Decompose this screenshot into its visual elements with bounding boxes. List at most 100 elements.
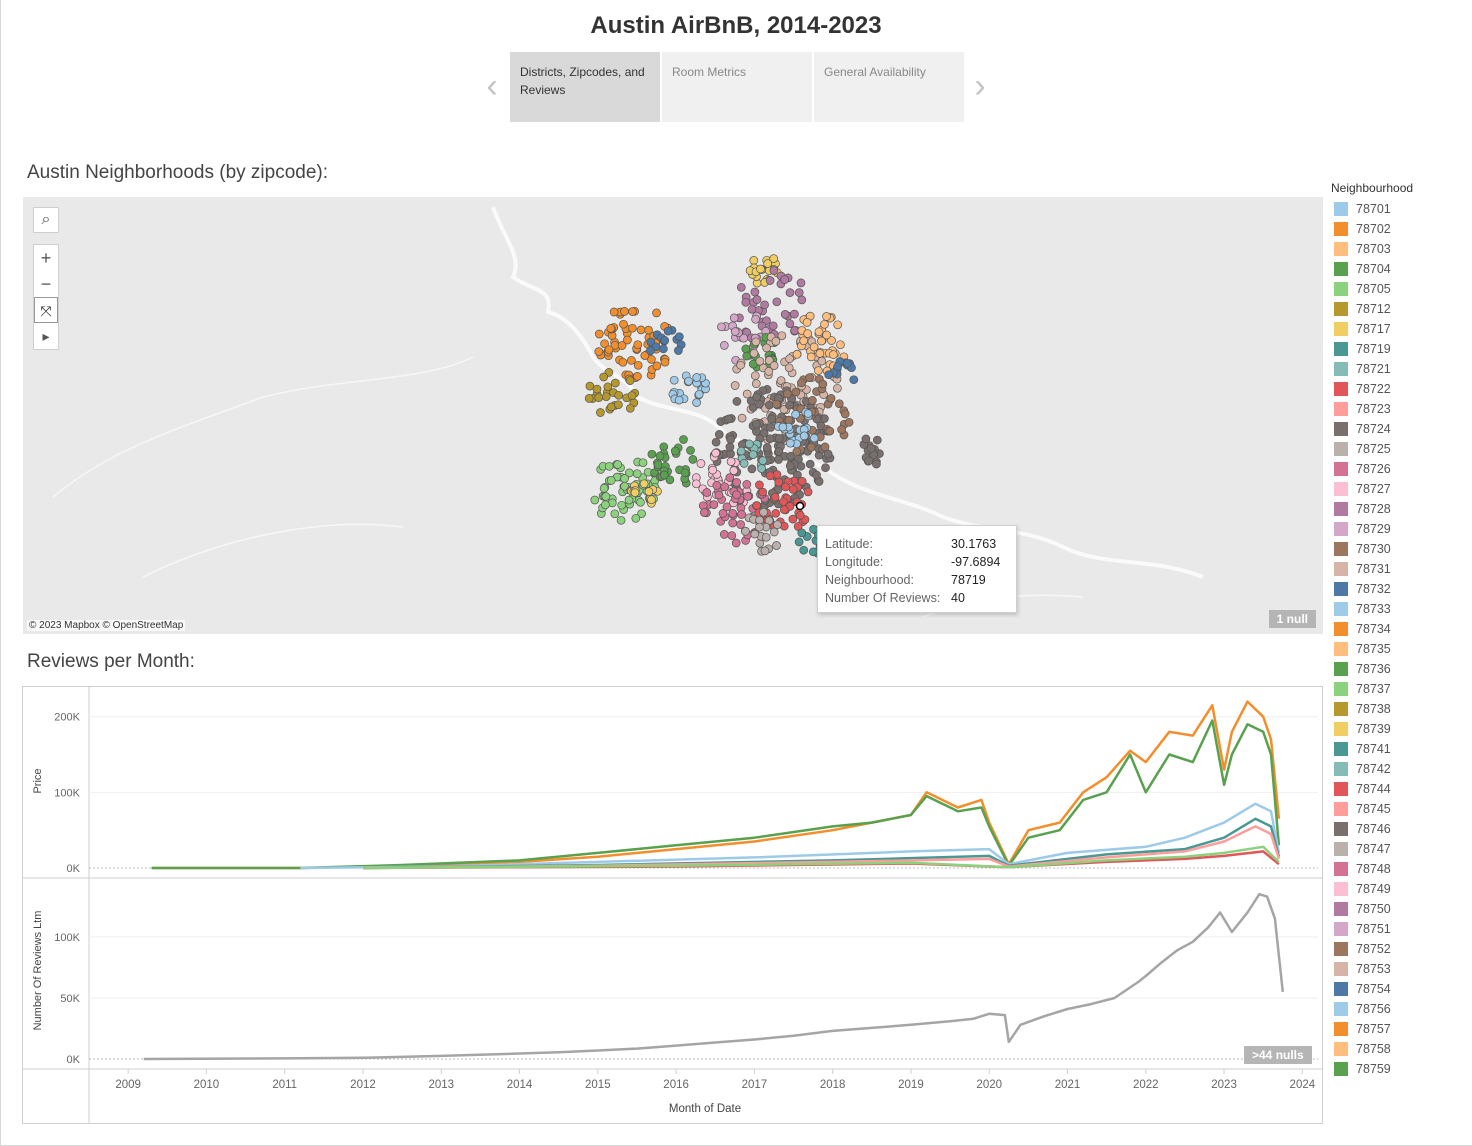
legend-item[interactable]: 78735 <box>1331 639 1461 659</box>
listing-marker[interactable] <box>751 337 761 347</box>
listing-marker[interactable] <box>737 413 747 423</box>
listing-marker[interactable] <box>625 376 635 385</box>
expand-toolbar-icon[interactable]: ▸ <box>42 328 50 344</box>
listing-marker[interactable] <box>692 398 701 407</box>
listing-marker[interactable] <box>652 361 662 371</box>
listing-marker[interactable] <box>790 326 799 335</box>
selected-listing-marker[interactable] <box>795 501 805 511</box>
listing-marker[interactable] <box>763 259 773 268</box>
listing-marker[interactable] <box>805 373 814 382</box>
legend-item[interactable]: 78750 <box>1331 899 1461 919</box>
listing-marker[interactable] <box>652 308 661 318</box>
listing-marker[interactable] <box>712 481 722 490</box>
listing-marker[interactable] <box>743 492 752 501</box>
listing-marker[interactable] <box>596 408 605 417</box>
listing-marker[interactable] <box>679 435 688 444</box>
listing-marker[interactable] <box>623 335 632 345</box>
listing-marker[interactable] <box>714 430 724 439</box>
listing-marker[interactable] <box>736 282 746 292</box>
listing-marker[interactable] <box>765 400 774 410</box>
listing-marker[interactable] <box>699 508 709 517</box>
listing-marker[interactable] <box>729 313 739 323</box>
listing-marker[interactable] <box>630 488 640 497</box>
listing-marker[interactable] <box>742 480 752 489</box>
listing-marker[interactable] <box>794 288 804 297</box>
listing-marker[interactable] <box>751 379 761 389</box>
listing-marker[interactable] <box>872 435 882 445</box>
listing-marker[interactable] <box>599 372 609 382</box>
listing-marker[interactable] <box>837 425 846 434</box>
listing-marker[interactable] <box>750 371 760 381</box>
listing-marker[interactable] <box>647 449 657 459</box>
listing-marker[interactable] <box>670 446 680 456</box>
listing-marker[interactable] <box>620 307 629 316</box>
listing-marker[interactable] <box>620 481 629 491</box>
listing-marker[interactable] <box>739 459 749 468</box>
listing-marker[interactable] <box>815 349 825 358</box>
listing-marker[interactable] <box>606 324 616 333</box>
listing-marker[interactable] <box>665 475 675 485</box>
listing-marker[interactable] <box>616 515 626 525</box>
listing-marker[interactable] <box>758 456 768 465</box>
listing-marker[interactable] <box>766 423 775 432</box>
listing-marker[interactable] <box>797 528 807 538</box>
listing-marker[interactable] <box>781 482 790 492</box>
listing-marker[interactable] <box>702 488 712 497</box>
chart-null-indicator[interactable]: >44 nulls <box>1244 1046 1312 1064</box>
map-panel[interactable]: ⌕ + − ⤧ ▸ © 2023 Mapbox © OpenStreetMap … <box>23 197 1323 634</box>
listing-marker[interactable] <box>659 470 669 480</box>
listing-marker[interactable] <box>663 326 673 336</box>
listing-marker[interactable] <box>724 414 733 424</box>
listing-marker[interactable] <box>614 390 624 400</box>
listing-marker[interactable] <box>842 358 852 368</box>
listing-marker[interactable] <box>758 487 768 497</box>
listing-marker[interactable] <box>818 379 828 389</box>
listing-marker[interactable] <box>791 387 801 397</box>
listing-marker[interactable] <box>836 340 845 350</box>
listing-marker[interactable] <box>822 312 831 321</box>
listing-marker[interactable] <box>752 392 761 402</box>
listing-marker[interactable] <box>774 455 783 464</box>
listing-marker[interactable] <box>714 490 724 500</box>
listing-marker[interactable] <box>624 495 634 505</box>
listing-marker[interactable] <box>647 495 656 505</box>
listing-marker[interactable] <box>726 435 735 444</box>
listing-marker[interactable] <box>785 288 795 297</box>
listing-marker[interactable] <box>756 264 765 274</box>
listing-marker[interactable] <box>759 507 768 517</box>
listing-marker[interactable] <box>747 464 757 474</box>
legend-item[interactable]: 78734 <box>1331 619 1461 639</box>
listing-marker[interactable] <box>770 492 780 502</box>
listing-marker[interactable] <box>774 477 784 487</box>
legend-item[interactable]: 78751 <box>1331 919 1461 939</box>
listing-marker[interactable] <box>827 336 836 345</box>
legend-item[interactable]: 78739 <box>1331 719 1461 739</box>
listing-marker[interactable] <box>601 392 611 402</box>
listing-marker[interactable] <box>772 399 781 409</box>
listing-marker[interactable] <box>732 490 741 500</box>
listing-marker[interactable] <box>806 442 816 452</box>
listing-marker[interactable] <box>646 346 655 356</box>
listing-marker[interactable] <box>674 332 684 342</box>
listing-marker[interactable] <box>833 383 842 393</box>
listing-marker[interactable] <box>788 514 798 524</box>
listing-marker[interactable] <box>633 340 643 350</box>
listing-marker[interactable] <box>769 266 779 275</box>
listing-marker[interactable] <box>809 342 819 352</box>
listing-marker[interactable] <box>802 318 812 327</box>
listing-marker[interactable] <box>584 394 594 403</box>
listing-marker[interactable] <box>633 360 643 370</box>
legend-item[interactable]: 78727 <box>1331 479 1461 499</box>
listing-marker[interactable] <box>736 446 746 456</box>
listing-marker[interactable] <box>628 323 637 333</box>
listing-marker[interactable] <box>708 465 718 475</box>
listing-marker[interactable] <box>653 460 663 470</box>
legend-item[interactable]: 78717 <box>1331 319 1461 339</box>
listing-marker[interactable] <box>614 400 623 410</box>
listing-marker[interactable] <box>833 320 843 330</box>
listing-marker[interactable] <box>625 403 635 413</box>
listing-marker[interactable] <box>617 500 627 510</box>
listing-marker[interactable] <box>751 419 761 429</box>
listing-marker[interactable] <box>785 319 795 329</box>
listing-marker[interactable] <box>778 422 788 432</box>
